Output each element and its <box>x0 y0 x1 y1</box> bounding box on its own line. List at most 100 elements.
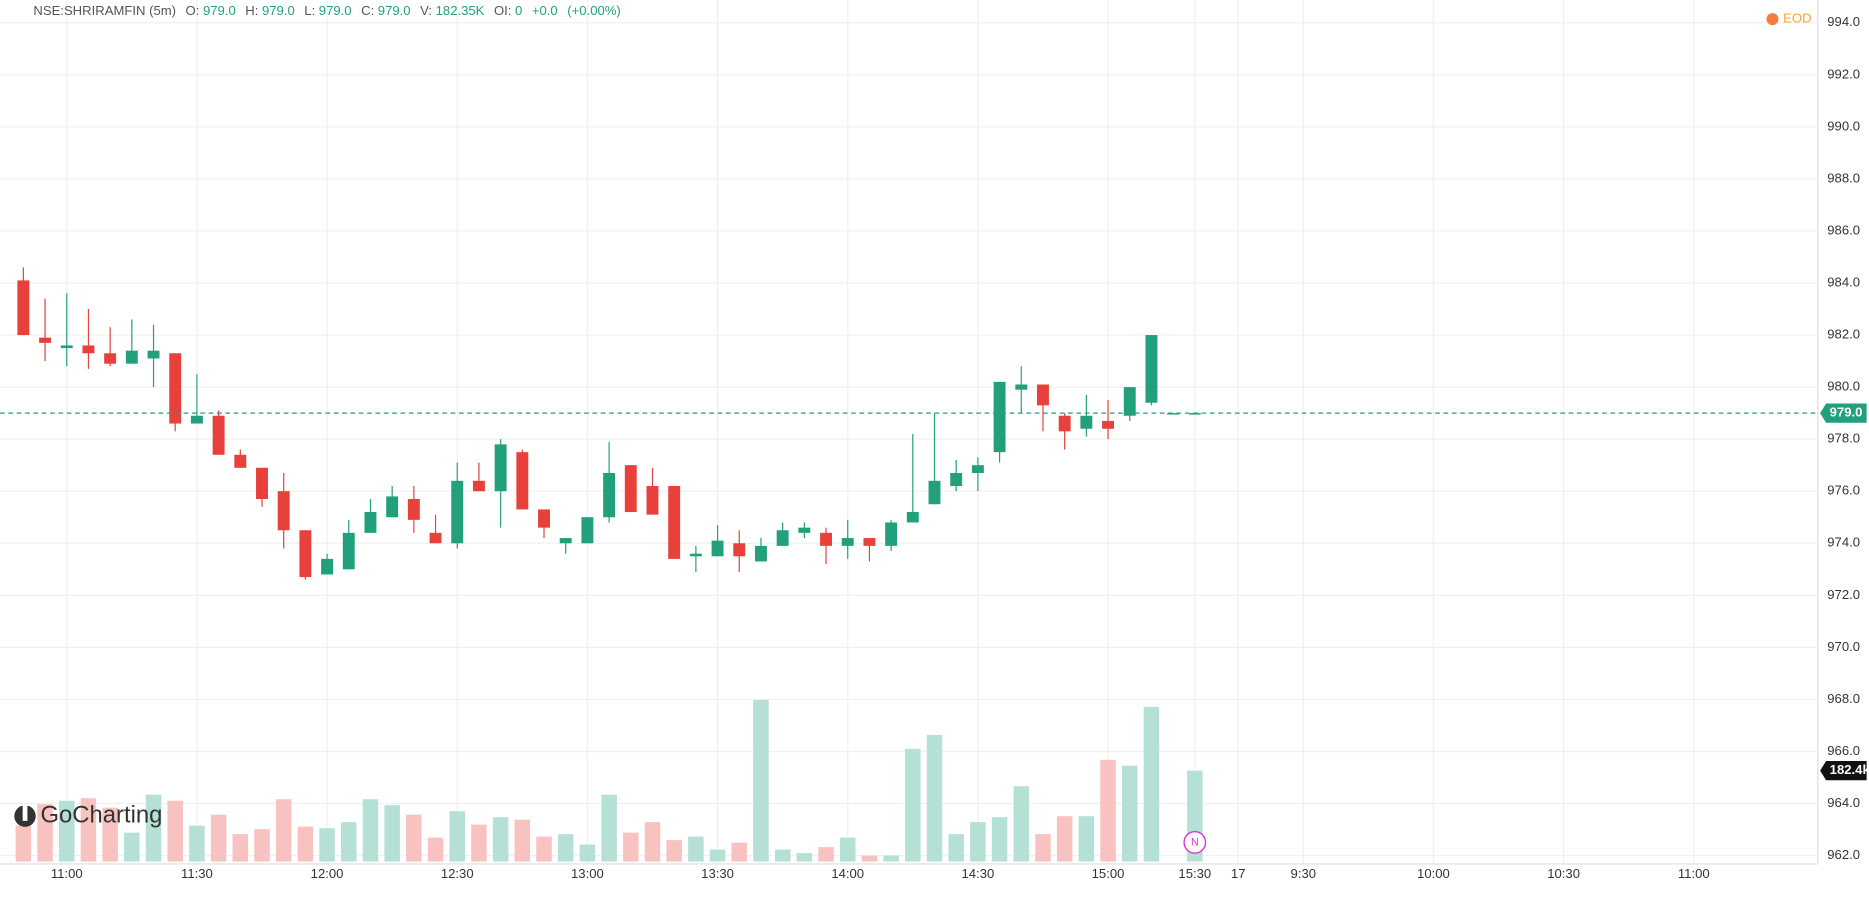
candle-body <box>299 530 312 578</box>
volume-layer <box>15 699 1203 862</box>
candle-body <box>646 486 659 515</box>
y-tick-label: 966.0 <box>1827 743 1860 758</box>
x-tick-label: 11:00 <box>1678 866 1710 881</box>
candle-body <box>364 512 377 533</box>
header-value: 182.35K <box>436 3 485 18</box>
candle-body <box>190 415 203 424</box>
candle-body <box>885 522 898 546</box>
volume-bar <box>37 804 53 862</box>
candle-body <box>516 452 529 510</box>
x-tick-label: 11:30 <box>181 866 213 881</box>
y-tick-label: 978.0 <box>1827 431 1860 446</box>
candle-body <box>689 553 702 557</box>
volume-bar <box>514 819 531 862</box>
y-tick-label: 968.0 <box>1827 691 1860 706</box>
header-key: O: <box>186 3 200 18</box>
news-marker <box>1183 830 1207 854</box>
symbol: NSE:SHRIRAMFIN (5m) <box>33 3 176 18</box>
candle-body <box>277 491 290 531</box>
x-tick-label: 13:30 <box>701 866 734 881</box>
x-tick-label: 15:00 <box>1092 866 1125 881</box>
volume-bar <box>319 828 335 862</box>
volume-bar <box>1035 834 1051 862</box>
volume-bar <box>818 847 834 862</box>
x-tick-label: 12:30 <box>441 866 474 881</box>
volume-bar <box>449 811 465 862</box>
x-tick-label: 11:00 <box>51 866 83 881</box>
header-key: OI: <box>494 3 511 18</box>
y-tick-label: 982.0 <box>1827 327 1860 342</box>
header-value: 979.0 <box>319 3 352 18</box>
header-key: L: <box>304 3 315 18</box>
volume-bar <box>601 794 617 862</box>
candle-body <box>733 543 746 557</box>
volume-bar <box>102 807 118 862</box>
candle-body <box>451 480 464 544</box>
volume-bar <box>883 855 899 862</box>
candle-body <box>820 532 832 546</box>
candle-body <box>60 345 73 349</box>
candle-body <box>125 350 138 364</box>
candle-body <box>971 465 984 473</box>
y-tick-label: 986.0 <box>1827 222 1860 237</box>
volume-bar <box>1078 816 1095 862</box>
candle-body <box>386 496 399 518</box>
candle-body <box>1080 415 1093 429</box>
volume-bar <box>341 822 357 862</box>
volume-bar <box>1121 765 1138 862</box>
x-tick-label: 15:30 <box>1178 866 1211 881</box>
candle-body <box>776 530 789 546</box>
x-tick-label: 10:00 <box>1417 866 1450 881</box>
candle-body <box>212 415 225 455</box>
candle-body <box>1102 420 1115 429</box>
candle-body <box>1058 415 1071 432</box>
volume-bar <box>536 836 552 862</box>
candle-body <box>407 499 420 520</box>
candle-body <box>472 480 485 492</box>
volume-bar <box>861 855 878 862</box>
logo-cut <box>22 804 28 821</box>
candle-body <box>928 480 941 505</box>
x-tick-label: 12:00 <box>311 866 344 881</box>
candle-body <box>1145 335 1158 403</box>
volume-bar <box>774 849 791 862</box>
volume-bar <box>644 822 661 862</box>
volume-bar <box>492 817 509 862</box>
candle-body <box>906 512 919 523</box>
candle-layer <box>17 267 1201 580</box>
volume-bar <box>905 748 921 862</box>
x-tick-label: 14:00 <box>831 866 864 881</box>
candle-body <box>798 527 811 533</box>
volume-bar <box>688 836 704 862</box>
candle-body <box>429 532 442 544</box>
volume-bar <box>796 853 813 862</box>
candle-body <box>234 454 247 468</box>
volume-bar <box>297 826 314 862</box>
x-tick-label: 10:30 <box>1547 866 1580 881</box>
candle-body <box>1037 384 1049 406</box>
volume-bar <box>167 800 183 862</box>
candle-body <box>1188 413 1201 415</box>
volume-bar <box>1100 759 1116 862</box>
candle-body <box>17 280 30 336</box>
news-marker-label: N <box>1191 836 1199 848</box>
eod-dot <box>1766 13 1779 26</box>
candle-body <box>559 538 572 544</box>
volume-bar <box>753 699 769 862</box>
volume-bar <box>948 834 964 862</box>
volume-bar <box>839 837 856 862</box>
y-tick-label: 990.0 <box>1827 118 1860 133</box>
y-tick-label: 976.0 <box>1827 483 1860 498</box>
last-price-label: 979.0 <box>1830 405 1863 420</box>
candle-body <box>321 558 334 575</box>
y-tick-label: 964.0 <box>1827 795 1860 810</box>
candle-body <box>1015 384 1028 390</box>
volume-bar <box>145 794 162 862</box>
x-tick-label: 14:30 <box>961 866 994 881</box>
volume-tag <box>1820 761 1867 781</box>
y-tick-label: 962.0 <box>1827 847 1860 862</box>
candle-body <box>863 538 876 546</box>
header: NSE:SHRIRAMFIN (5m) O: 979.0 H: 979.0 L: 979.0… <box>33 3 620 18</box>
candle-body <box>950 472 963 487</box>
candle-body <box>711 540 724 557</box>
